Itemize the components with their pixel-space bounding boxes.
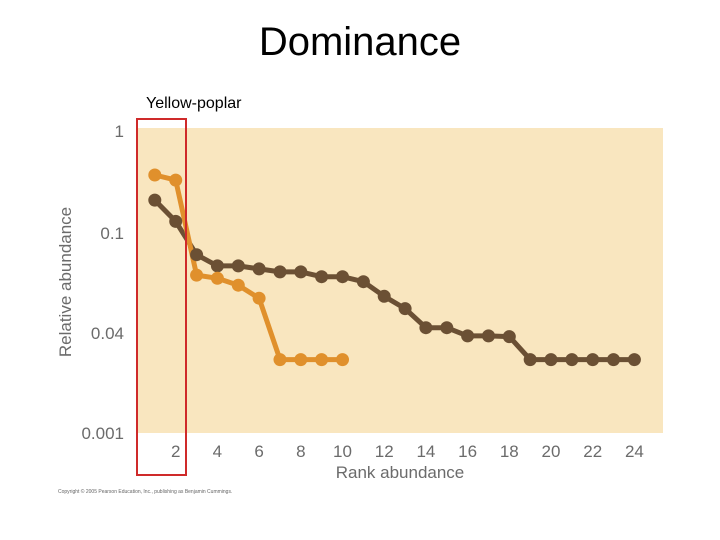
series-1-point [461, 329, 475, 343]
series-1-point [419, 321, 433, 335]
highlight-box [136, 118, 187, 476]
series-2-point [252, 291, 266, 305]
x-axis-label: Rank abundance [336, 463, 465, 482]
x-tick-label: 24 [625, 442, 644, 461]
series-2-point [231, 278, 245, 292]
y-axis-label: Relative abundance [56, 207, 75, 357]
x-tick-label: 6 [254, 442, 263, 461]
series-1-point [190, 248, 204, 262]
x-tick-label: 16 [458, 442, 477, 461]
series-1-point [273, 265, 287, 279]
x-tick-label: 12 [375, 442, 394, 461]
series-1-point [586, 353, 600, 367]
series-1-point [502, 330, 516, 344]
series-1-point [482, 329, 495, 343]
x-tick-label: 10 [333, 442, 352, 461]
series-1-point [336, 270, 349, 284]
series-1-point [294, 265, 308, 279]
x-tick-label: 4 [213, 442, 222, 461]
series-2-point [169, 173, 183, 187]
series-1-point [377, 289, 391, 303]
series-1-point [544, 353, 558, 367]
series-1-point [315, 270, 329, 284]
series-2-point [273, 353, 287, 367]
slide-title: Dominance [258, 20, 462, 64]
x-tick-label: 22 [583, 442, 602, 461]
x-tick-label: 2 [171, 442, 180, 461]
series-1-point [231, 259, 245, 273]
series-1-point [607, 353, 620, 367]
x-tick-label: 14 [416, 442, 435, 461]
y-tick-label: 1 [115, 122, 124, 141]
series-1-point [565, 353, 579, 367]
y-tick-label: 0.1 [100, 224, 124, 243]
series-1-point [398, 302, 412, 316]
series-1-point [356, 275, 370, 289]
series-1-point [252, 262, 266, 276]
series-2-point [190, 268, 204, 282]
series-1-point [148, 193, 162, 207]
series-1-point [627, 353, 641, 367]
x-tick-label: 18 [500, 442, 519, 461]
series-1-point [210, 259, 224, 273]
series-1-point [169, 214, 183, 228]
series-1-point [440, 321, 454, 335]
series-2-point [315, 353, 329, 367]
yellow-poplar-annotation: Yellow-poplar [146, 95, 242, 112]
y-tick-label: 0.04 [91, 324, 124, 343]
x-tick-label: 20 [542, 442, 561, 461]
series-2-point [294, 353, 308, 367]
series-2-point [336, 353, 349, 367]
series-1-point [523, 353, 537, 367]
series-2-point [148, 168, 162, 182]
copyright-text: Copyright © 2005 Pearson Education, Inc.… [58, 489, 233, 495]
y-tick-label: 0.001 [81, 424, 124, 443]
series-2-point [210, 271, 224, 285]
x-tick-label: 8 [296, 442, 305, 461]
